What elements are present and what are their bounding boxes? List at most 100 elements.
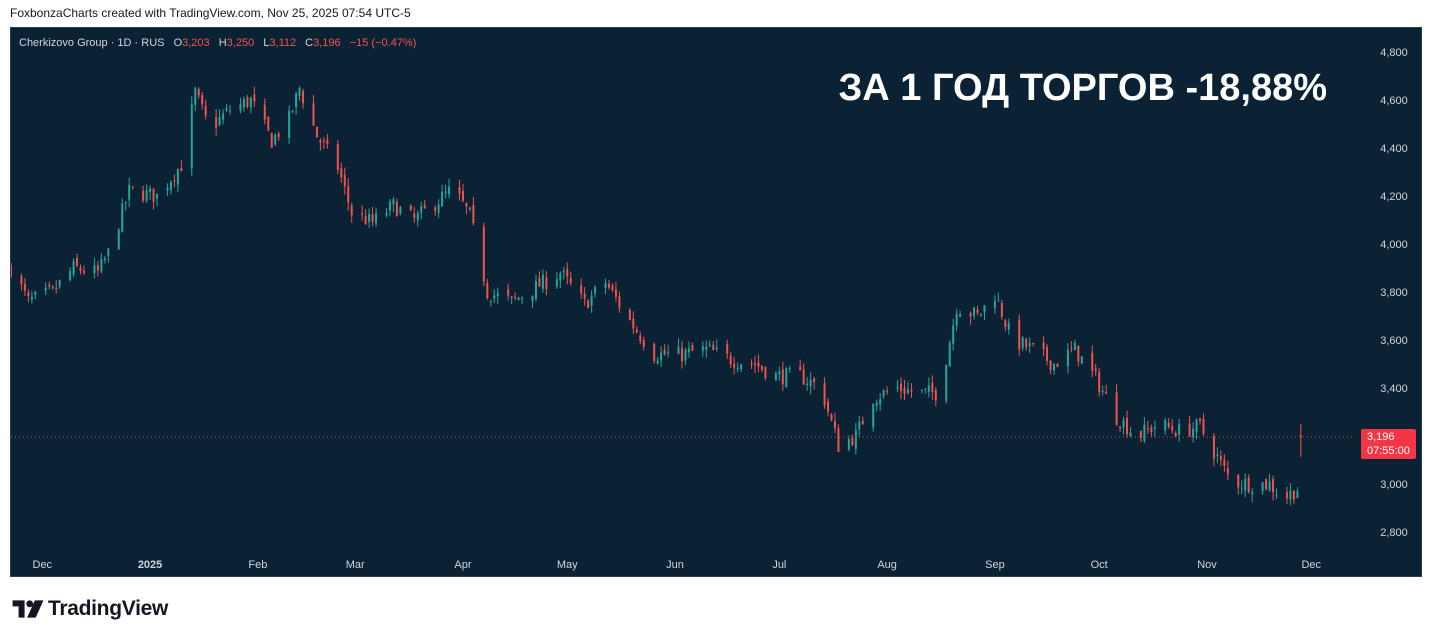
candle [229, 104, 232, 116]
time-tick-label: Dec [1301, 559, 1321, 571]
candle [1171, 419, 1174, 434]
candle [729, 351, 732, 368]
candle [1289, 483, 1292, 506]
candle [371, 206, 374, 227]
candle-body [1192, 428, 1195, 438]
candle [687, 341, 690, 358]
candle [131, 186, 134, 190]
candle [764, 366, 767, 380]
chart-panel[interactable]: Cherkizovo Group · 1D · RUS O3,203 H3,25… [10, 27, 1422, 577]
candle-body [562, 271, 565, 273]
candle [802, 363, 805, 386]
candle-body [813, 378, 816, 383]
candle [416, 210, 419, 227]
candle [1056, 363, 1059, 368]
candle-body [34, 291, 37, 295]
candle-body [249, 97, 252, 108]
candle [545, 270, 548, 296]
candle-body [263, 104, 266, 120]
attribution-text: FoxbonzaCharts created with TradingView.… [10, 6, 411, 20]
legend-high-label: H [219, 37, 227, 49]
candle [434, 205, 437, 216]
price-tick-label: 2,800 [1380, 527, 1408, 539]
candle-body [69, 270, 72, 281]
candle-body [1018, 319, 1021, 350]
countdown-value: 07:55:00 [1367, 445, 1410, 457]
candle [760, 365, 763, 373]
candle-body [736, 367, 739, 369]
candle [757, 354, 760, 373]
candle [785, 366, 788, 388]
candle-body [1122, 420, 1125, 428]
legend-low-value: 3,112 [269, 37, 296, 49]
candle-body [1202, 418, 1205, 434]
candle [11, 262, 12, 279]
candle-body [267, 116, 270, 131]
candle-body [218, 116, 221, 125]
candle [482, 222, 485, 287]
candle [691, 342, 694, 352]
candle [1178, 418, 1181, 442]
candle [288, 105, 291, 145]
candle-body [176, 169, 179, 185]
candle-body [660, 352, 663, 361]
candlestick-chart[interactable]: Cherkizovo Group · 1D · RUS O3,203 H3,25… [11, 28, 1421, 576]
candle [142, 185, 145, 203]
candle [833, 412, 836, 433]
candle-body [368, 213, 371, 222]
candle [169, 180, 172, 195]
candle-body [559, 273, 562, 281]
candle-body [823, 383, 826, 406]
candle-body [131, 186, 134, 188]
candle [197, 87, 200, 99]
candle [952, 318, 955, 351]
candle-body [496, 292, 499, 297]
candle-body [201, 94, 204, 105]
candle-body [190, 104, 193, 169]
candle [399, 205, 402, 216]
candle [20, 273, 23, 291]
candle-body [1164, 420, 1167, 431]
candle-body [510, 296, 513, 299]
candle-body [976, 309, 979, 313]
candle-body [635, 329, 638, 333]
candle [128, 177, 131, 208]
candle-body [1028, 343, 1031, 347]
candle [173, 174, 176, 188]
candle [1091, 345, 1094, 378]
candle-body [1212, 436, 1215, 459]
candle [1042, 336, 1045, 357]
candle-body [100, 259, 103, 272]
time-tick-label: Sep [985, 559, 1005, 571]
candle [736, 362, 739, 373]
candle-body [920, 389, 923, 391]
candle [322, 137, 325, 149]
time-axis[interactable]: Dec 2025 Feb Mar Apr May Jun Jul Aug Sep Oct Nov Dec [33, 559, 1322, 571]
candle [681, 340, 683, 369]
candle [1094, 364, 1097, 377]
candle-body [117, 229, 120, 250]
candle-body [121, 203, 124, 232]
candle [1216, 447, 1219, 464]
candle-body [222, 113, 225, 120]
candle [514, 292, 517, 301]
candle [1240, 480, 1243, 495]
candle-body [103, 258, 106, 261]
price-axis[interactable]: 4,800 4,600 4,400 4,200 4,000 3,800 3,600 3,400… [1380, 47, 1408, 539]
candle-body [701, 346, 704, 351]
candle [538, 271, 541, 287]
tradingview-logo[interactable]: TradingView [12, 596, 168, 622]
candle [900, 377, 903, 400]
candle [350, 202, 353, 223]
candle [566, 262, 569, 285]
candle-body [322, 140, 325, 142]
candle-body [416, 212, 419, 221]
candle-body [1195, 419, 1198, 433]
candle-body [1070, 348, 1073, 350]
candle-body [1240, 487, 1243, 489]
candle [534, 274, 537, 302]
candle-body [830, 414, 833, 420]
candle [340, 162, 343, 183]
candle [851, 434, 854, 447]
candle-body [607, 283, 610, 288]
